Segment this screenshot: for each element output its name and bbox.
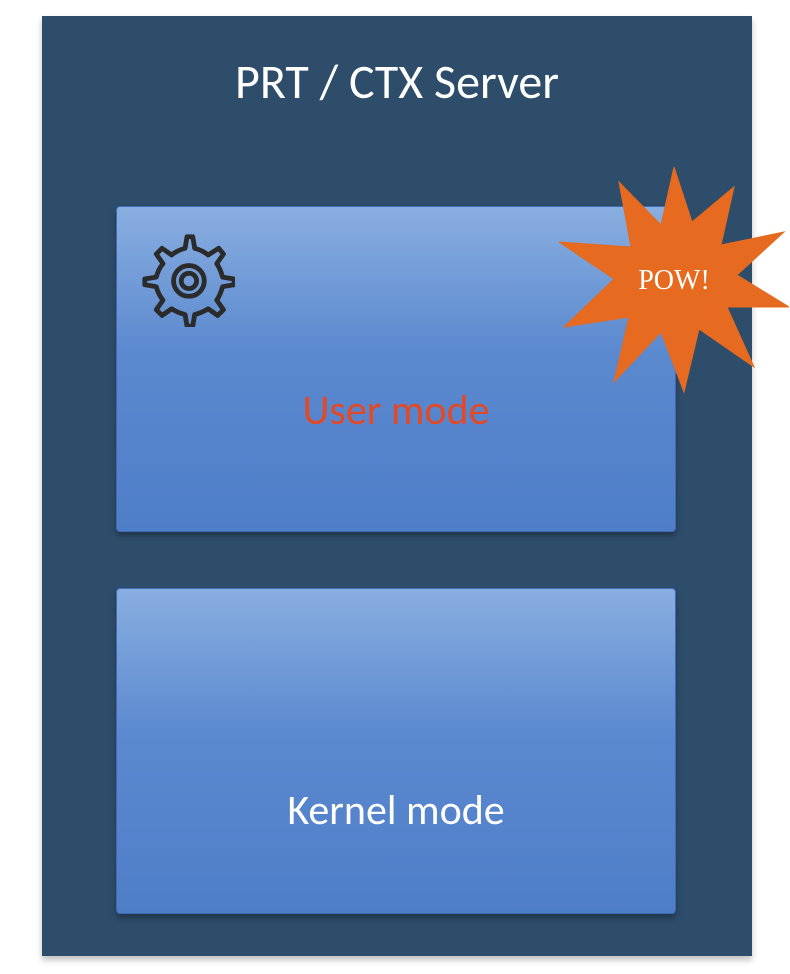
kernel-mode-panel: Kernel mode	[116, 588, 676, 914]
kernel-mode-label: Kernel mode	[117, 785, 675, 836]
pow-burst: POW!	[559, 167, 789, 397]
user-mode-label: User mode	[117, 385, 675, 436]
server-container: PRT / CTX Server POW! User mode Kernel m…	[42, 16, 752, 956]
pow-burst-label: POW!	[559, 265, 789, 297]
gear-icon	[139, 231, 235, 327]
diagram-title: PRT / CTX Server	[42, 52, 752, 111]
user-mode-panel: POW! User mode	[116, 206, 676, 532]
